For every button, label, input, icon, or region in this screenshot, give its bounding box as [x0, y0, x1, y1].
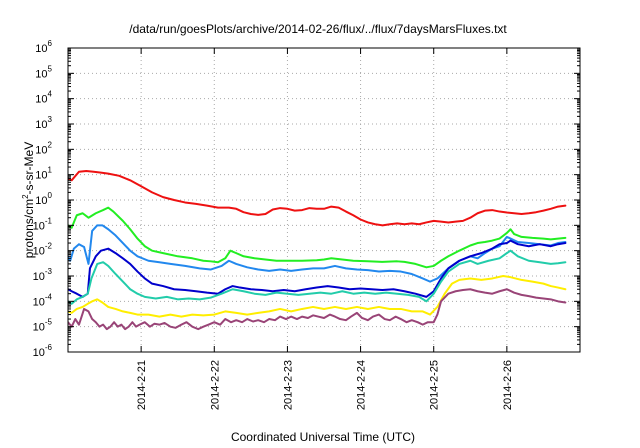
y-tick-label: 103	[35, 115, 52, 131]
y-tick-label: 10-2	[33, 242, 53, 258]
x-axis-title: Coordinated Universal Time (UTC)	[231, 430, 415, 444]
y-axis-title-suffix: -s-sr-MeV	[22, 142, 36, 195]
y-tick-label: 10-6	[33, 343, 53, 359]
y-tick-label: 10-4	[33, 292, 53, 308]
y-tick-label: 10-1	[33, 216, 53, 232]
y-tick-label: 104	[35, 90, 52, 106]
series-line-3	[68, 224, 567, 283]
series-line-6	[68, 275, 567, 318]
series-line-4	[68, 239, 567, 298]
grid	[68, 48, 580, 352]
y-tick-label: 10-3	[33, 267, 53, 283]
y-axis-title: protons/cm2-s-sr-MeV	[21, 142, 36, 258]
series-line-2	[68, 206, 567, 269]
series-line-1	[68, 169, 567, 227]
x-axis: 2014-2-21 2014-2-22 2014-2-23 2014-2-24 2014…	[136, 48, 514, 410]
x-tick-label: 2014-2-25	[429, 360, 441, 410]
y-axis: 10-6 10-5 10-4 10-3 10-2 10-1 100 101 102 103 104 1…	[33, 39, 580, 359]
x-tick-label: 2014-2-23	[282, 360, 294, 410]
x-tick-label: 2014-2-22	[209, 360, 221, 410]
x-tick-label: 2014-2-26	[502, 360, 514, 410]
y-tick-label: 102	[35, 140, 52, 156]
y-axis-title-prefix: protons/cm	[22, 199, 36, 258]
x-tick-label: 2014-2-24	[356, 360, 368, 410]
series-line-5	[68, 249, 567, 305]
y-tick-label: 106	[35, 39, 52, 55]
series-line-7	[68, 288, 567, 331]
series-group	[68, 169, 567, 331]
y-tick-label: 100	[35, 191, 52, 207]
y-tick-label: 10-5	[33, 318, 53, 334]
y-axis-title-superscript: 2	[21, 194, 30, 199]
y-tick-label: 105	[35, 64, 52, 80]
x-tick-label: 2014-2-21	[136, 360, 148, 410]
y-tick-label: 101	[35, 166, 52, 182]
chart-title: /data/run/goesPlots/archive/2014-02-26/f…	[129, 22, 507, 36]
